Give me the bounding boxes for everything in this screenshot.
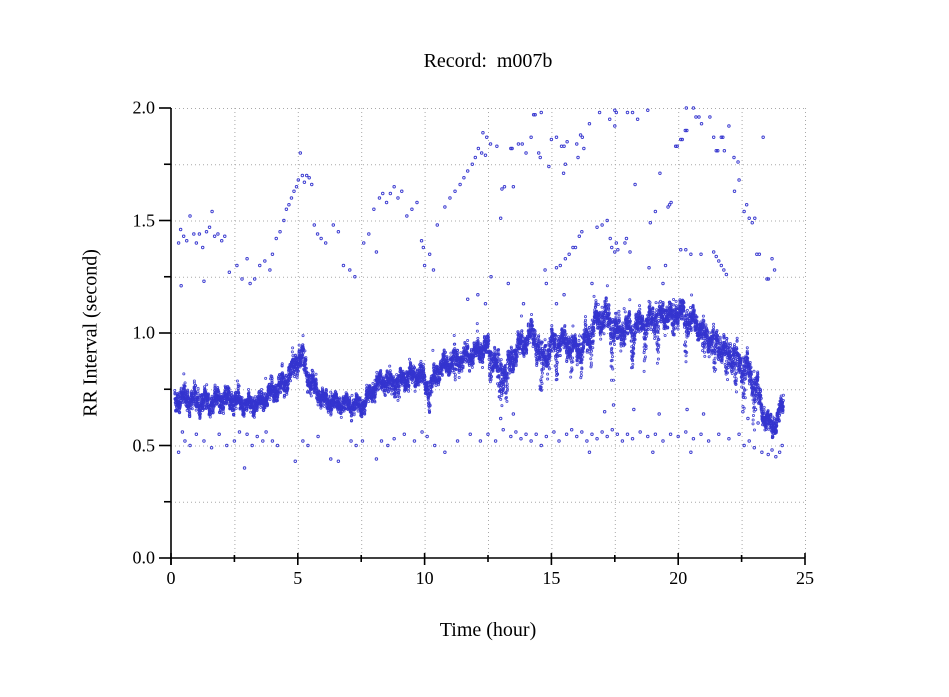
y-tick-label: 1.0: [132, 322, 156, 343]
x-tick-label: 25: [796, 568, 814, 588]
chart-title: Record: m007b: [423, 50, 553, 72]
x-tick-label: 5: [293, 568, 303, 588]
y-tick-label: 0.5: [132, 435, 156, 455]
x-tick-label: 0: [166, 568, 176, 588]
y-tick-label: 0.0: [132, 547, 156, 568]
y-axis-label: RR Interval (second): [79, 249, 102, 417]
y-tick-label: 2.0: [132, 97, 156, 118]
x-tick-label: 15: [542, 568, 561, 588]
x-axis-label: Time (hour): [439, 619, 537, 641]
x-tick-label: 10: [415, 568, 434, 588]
y-tick-label: 1.5: [132, 210, 156, 230]
x-tick-label: 20: [669, 568, 688, 588]
